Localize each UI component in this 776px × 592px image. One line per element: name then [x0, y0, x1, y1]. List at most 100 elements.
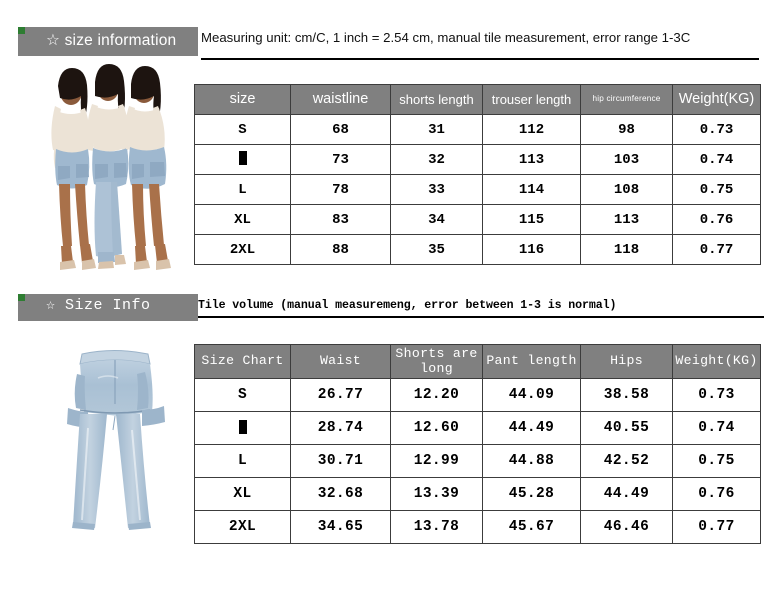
measuring-unit-note: Measuring unit: cm/C, 1 inch = 2.54 cm, … [201, 30, 691, 45]
cell-weight: 0.75 [672, 444, 761, 478]
cell-waistline: 78 [290, 174, 391, 205]
cell-size: S [194, 378, 291, 412]
cell-waist: 26.77 [290, 378, 391, 412]
size-m-block-glyph [238, 419, 247, 434]
column-header-shorts-are-long: Shorts are long [390, 344, 483, 379]
column-header-size: size [194, 84, 291, 115]
cell-hip-circumference: 103 [580, 144, 673, 175]
table-row: 2XL 34.65 13.78 45.67 46.46 0.77 [194, 510, 761, 544]
table-row: S 68 31 112 98 0.73 [194, 114, 761, 145]
size-chart-inch-table: Size Chart Waist Shorts are long Pant le… [194, 344, 761, 544]
cell-size: S [194, 114, 291, 145]
table-row: 73 32 113 103 0.74 [194, 144, 761, 175]
denim-pants-illustration [44, 338, 186, 546]
column-header-waist: Waist [290, 344, 391, 379]
cell-trouser-length: 115 [482, 204, 581, 235]
cell-hip-circumference: 113 [580, 204, 673, 235]
corner-marker-icon [18, 27, 25, 34]
cell-waistline: 73 [290, 144, 391, 175]
cell-shorts-length: 34 [390, 204, 483, 235]
cell-size: XL [194, 204, 291, 235]
cell-weight: 0.74 [672, 411, 761, 445]
cell-shorts-length: 35 [390, 234, 483, 265]
cell-waistline: 68 [290, 114, 391, 145]
cell-size: 2XL [194, 234, 291, 265]
column-header-hips: Hips [580, 344, 673, 379]
cell-weight: 0.76 [672, 477, 761, 511]
corner-marker-icon [18, 294, 25, 301]
column-header-trouser-length: trouser length [482, 84, 581, 115]
tile-volume-note: Tile volume (manual measuremeng, error b… [198, 299, 617, 312]
cell-pant-length: 44.49 [482, 411, 581, 445]
cell-trouser-length: 113 [482, 144, 581, 175]
table-row: L 30.71 12.99 44.88 42.52 0.75 [194, 444, 761, 478]
column-header-weight: Weight(KG) [672, 84, 761, 115]
cell-size: L [194, 444, 291, 478]
cell-shorts-are-long: 13.39 [390, 477, 483, 511]
table-header-row: Size Chart Waist Shorts are long Pant le… [194, 344, 761, 379]
cell-trouser-length: 114 [482, 174, 581, 205]
cell-weight: 0.74 [672, 144, 761, 175]
cell-weight: 0.77 [672, 234, 761, 265]
cell-weight: 0.73 [672, 114, 761, 145]
cell-shorts-length: 33 [390, 174, 483, 205]
model-group-illustration [14, 56, 200, 284]
column-header-size-chart: Size Chart [194, 344, 291, 379]
cell-waist: 28.74 [290, 411, 391, 445]
cell-waist: 34.65 [290, 510, 391, 544]
size-m-block-glyph [238, 151, 247, 165]
cell-hip-circumference: 98 [580, 114, 673, 145]
cell-pant-length: 44.88 [482, 444, 581, 478]
cell-pant-length: 45.67 [482, 510, 581, 544]
table-row: L 78 33 114 108 0.75 [194, 174, 761, 205]
cell-size [194, 411, 291, 445]
cell-hips: 44.49 [580, 477, 673, 511]
cell-size: L [194, 174, 291, 205]
cell-weight: 0.76 [672, 204, 761, 235]
cell-hip-circumference: 118 [580, 234, 673, 265]
cell-hips: 42.52 [580, 444, 673, 478]
cell-trouser-length: 116 [482, 234, 581, 265]
column-header-shorts-length: shorts length [390, 84, 483, 115]
cell-waist: 32.68 [290, 477, 391, 511]
size-chart-cm-table: size waistline shorts length trouser len… [194, 84, 761, 265]
table-row: XL 32.68 13.39 45.28 44.49 0.76 [194, 477, 761, 511]
cell-waist: 30.71 [290, 444, 391, 478]
cell-weight: 0.77 [672, 510, 761, 544]
denim-pants-photo [44, 338, 186, 546]
cell-hips: 46.46 [580, 510, 673, 544]
table-row: 28.74 12.60 44.49 40.55 0.74 [194, 411, 761, 445]
table-row: S 26.77 12.20 44.09 38.58 0.73 [194, 378, 761, 412]
cell-shorts-are-long: 12.99 [390, 444, 483, 478]
column-header-hip-circumference: hip circumference [580, 84, 673, 115]
cell-shorts-length: 31 [390, 114, 483, 145]
cell-shorts-length: 32 [390, 144, 483, 175]
cell-hip-circumference: 108 [580, 174, 673, 205]
cell-shorts-are-long: 13.78 [390, 510, 483, 544]
cell-size: 2XL [194, 510, 291, 544]
table-row: 2XL 88 35 116 118 0.77 [194, 234, 761, 265]
model-group-photo [14, 56, 200, 284]
cell-weight: 0.73 [672, 378, 761, 412]
size-info-banner-label: ☆ Size Info [46, 297, 151, 314]
section1-divider [201, 58, 759, 60]
column-header-waistline: waistline [290, 84, 391, 115]
cell-shorts-are-long: 12.60 [390, 411, 483, 445]
cell-weight: 0.75 [672, 174, 761, 205]
cell-size: XL [194, 477, 291, 511]
cell-waistline: 83 [290, 204, 391, 235]
size-info-banner: ☆ Size Info [18, 294, 198, 321]
cell-hips: 38.58 [580, 378, 673, 412]
cell-pant-length: 44.09 [482, 378, 581, 412]
section2-divider [198, 316, 764, 318]
cell-hips: 40.55 [580, 411, 673, 445]
cell-shorts-are-long: 12.20 [390, 378, 483, 412]
size-information-banner: ☆ size information [18, 27, 198, 60]
column-header-pant-length: Pant length [482, 344, 581, 379]
column-header-weight: Weight(KG) [672, 344, 761, 379]
cell-trouser-length: 112 [482, 114, 581, 145]
cell-pant-length: 45.28 [482, 477, 581, 511]
cell-waistline: 88 [290, 234, 391, 265]
table-header-row: size waistline shorts length trouser len… [194, 84, 761, 115]
size-information-banner-label: ☆ size information [46, 32, 177, 49]
